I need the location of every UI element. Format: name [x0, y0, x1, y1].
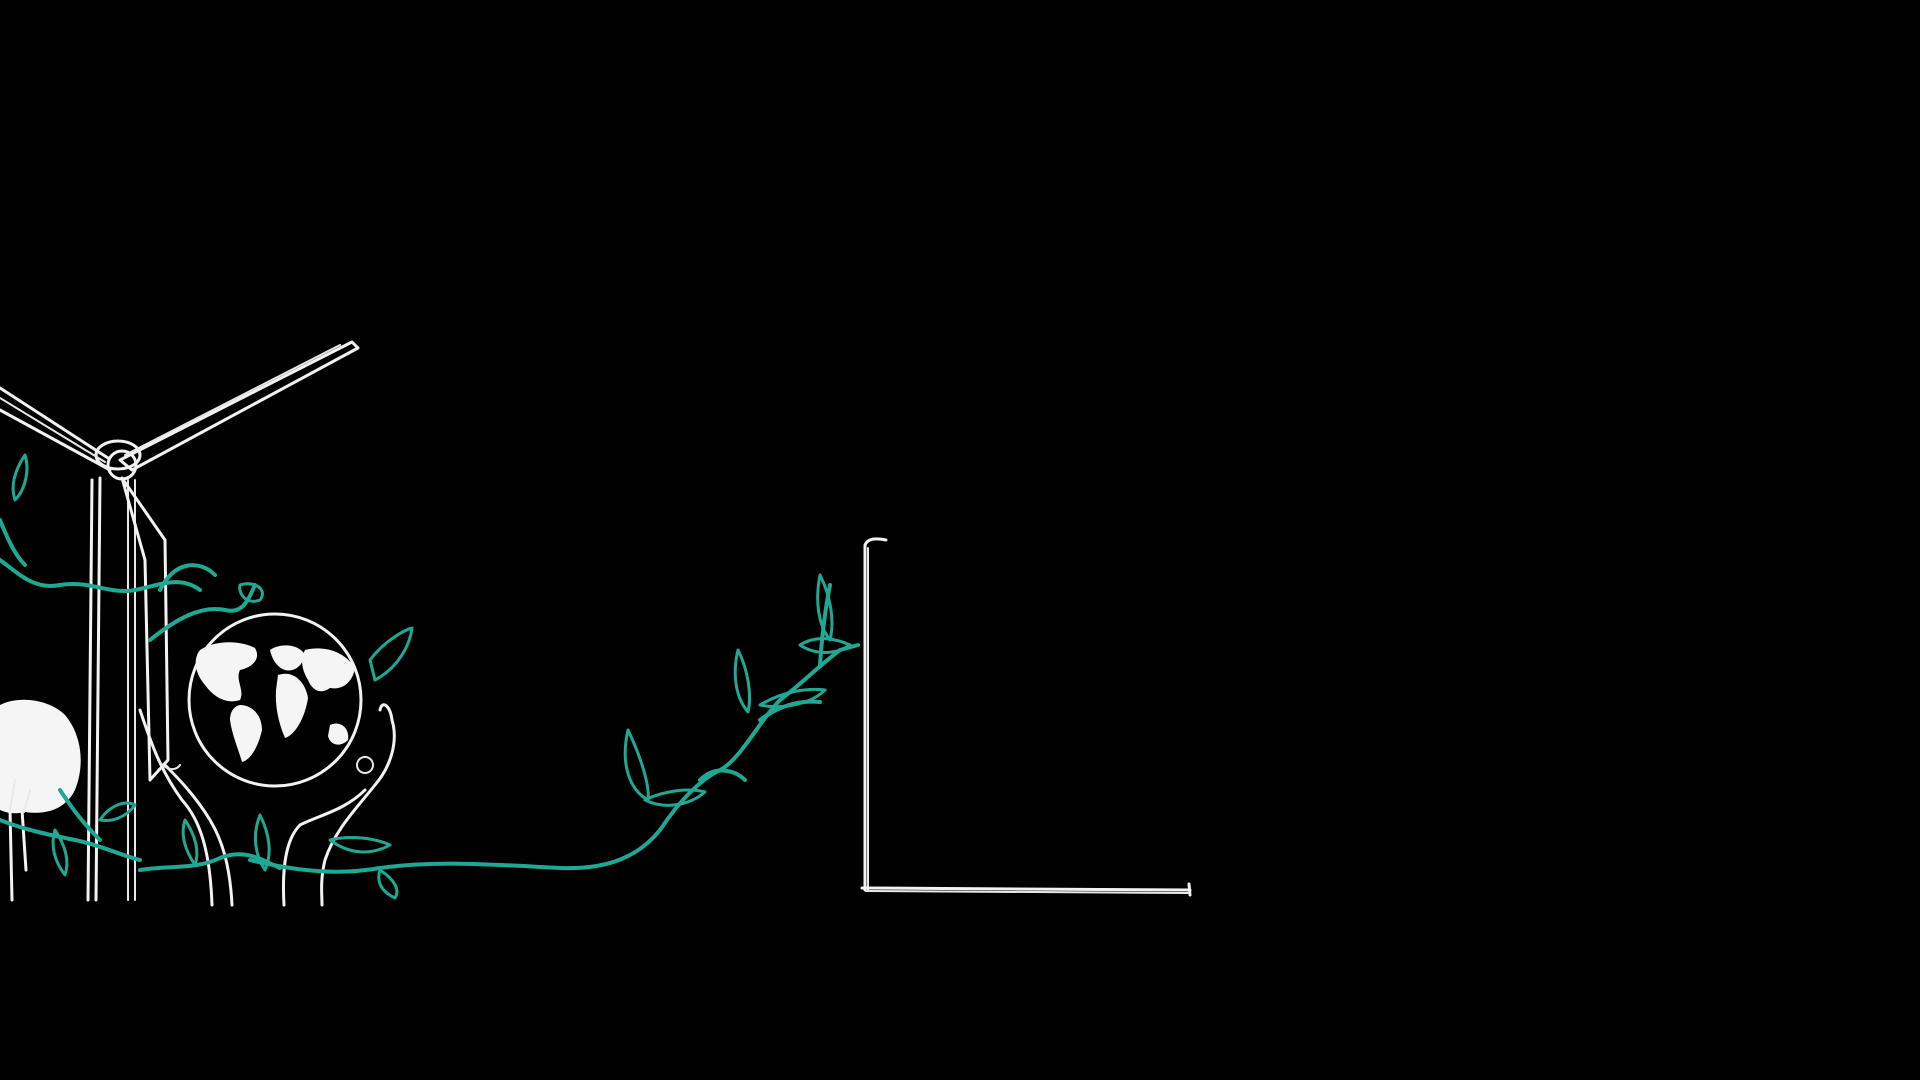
- tree-icon: [0, 699, 81, 902]
- vine-icon: [0, 453, 860, 900]
- globe-icon: [187, 612, 363, 788]
- chart-axes-icon: [860, 537, 1192, 897]
- hands-icon: [138, 703, 396, 907]
- wind-turbine-icon: [0, 340, 360, 902]
